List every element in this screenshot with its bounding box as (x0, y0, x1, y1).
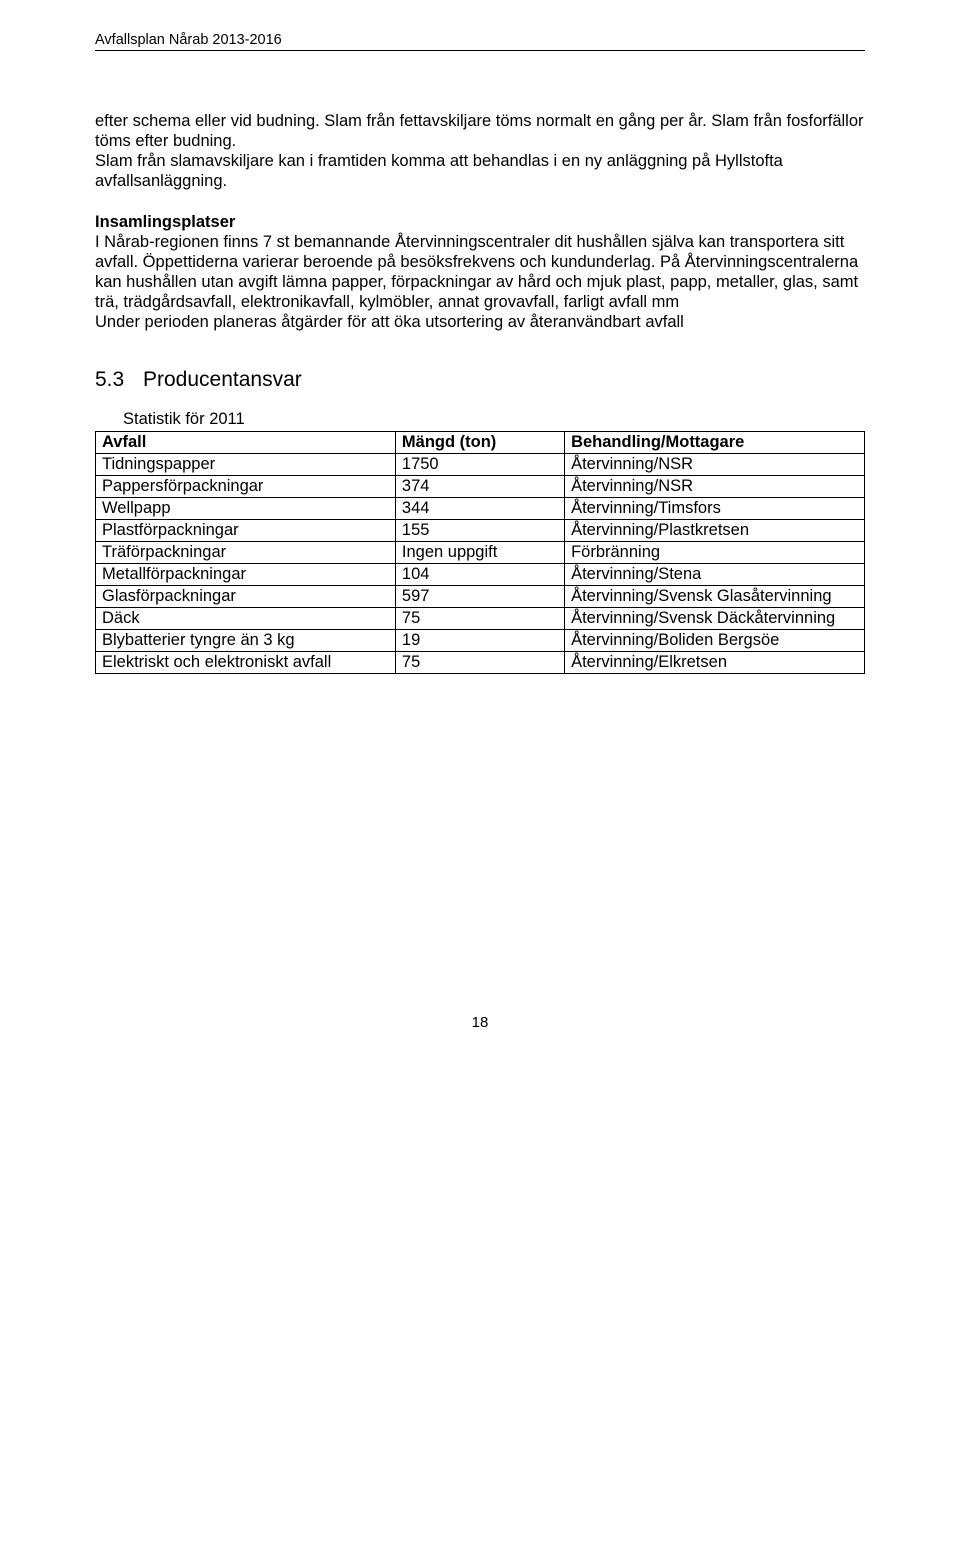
table-cell: Återvinning/NSR (565, 454, 865, 476)
table-cell: 1750 (395, 454, 564, 476)
table-row: TräförpackningarIngen uppgiftFörbränning (96, 542, 865, 564)
table-cell: Pappersförpackningar (96, 476, 396, 498)
para2-body: I Nårab-regionen finns 7 st bemannande Å… (95, 233, 858, 332)
table-cell: Återvinning/Svensk Glasåtervinning (565, 586, 865, 608)
table-row: Elektriskt och elektroniskt avfall75Åter… (96, 652, 865, 674)
table-header-row: Avfall Mängd (ton) Behandling/Mottagare (96, 432, 865, 454)
table-row: Wellpapp344Återvinning/Timsfors (96, 498, 865, 520)
table-cell: 344 (395, 498, 564, 520)
paragraph-2: Insamlingsplatser I Nårab-regionen finns… (95, 212, 865, 333)
para2-heading: Insamlingsplatser (95, 213, 235, 231)
table-cell: Wellpapp (96, 498, 396, 520)
table-cell: Återvinning/Boliden Bergsöe (565, 630, 865, 652)
table-row: Glasförpackningar597Återvinning/Svensk G… (96, 586, 865, 608)
table-row: Blybatterier tyngre än 3 kg19Återvinning… (96, 630, 865, 652)
table-header-cell: Mängd (ton) (395, 432, 564, 454)
table-row: Pappersförpackningar374Återvinning/NSR (96, 476, 865, 498)
table-header-cell: Behandling/Mottagare (565, 432, 865, 454)
table-row: Tidningspapper1750Återvinning/NSR (96, 454, 865, 476)
table-cell: Återvinning/Stena (565, 564, 865, 586)
table-row: Däck75Återvinning/Svensk Däckåtervinning (96, 608, 865, 630)
table-cell: 597 (395, 586, 564, 608)
section-title-text: Producentansvar (143, 368, 302, 391)
table-cell: Tidningspapper (96, 454, 396, 476)
table-cell: Träförpackningar (96, 542, 396, 564)
table-body: Tidningspapper1750Återvinning/NSRPappers… (96, 454, 865, 674)
table-cell: Metallförpackningar (96, 564, 396, 586)
table-cell: 155 (395, 520, 564, 542)
table-cell: 104 (395, 564, 564, 586)
table-row: Metallförpackningar104Återvinning/Stena (96, 564, 865, 586)
table-row: Plastförpackningar155Återvinning/Plastkr… (96, 520, 865, 542)
section-heading: 5.3Producentansvar (95, 368, 865, 392)
table-cell: Glasförpackningar (96, 586, 396, 608)
table-cell: Återvinning/Timsfors (565, 498, 865, 520)
page-number: 18 (95, 1014, 865, 1031)
page-header-title: Avfallsplan Nårab 2013-2016 (95, 32, 865, 48)
table-cell: 75 (395, 652, 564, 674)
table-cell: 19 (395, 630, 564, 652)
table-cell: Återvinning/Svensk Däckåtervinning (565, 608, 865, 630)
table-cell: Däck (96, 608, 396, 630)
table-header-cell: Avfall (96, 432, 396, 454)
paragraph-1: efter schema eller vid budning. Slam frå… (95, 111, 865, 192)
table-cell: 75 (395, 608, 564, 630)
table-cell: Återvinning/Elkretsen (565, 652, 865, 674)
table-cell: Återvinning/NSR (565, 476, 865, 498)
table-cell: Förbränning (565, 542, 865, 564)
stat-label: Statistik för 2011 (123, 410, 865, 429)
producentansvar-table: Avfall Mängd (ton) Behandling/Mottagare … (95, 431, 865, 674)
table-cell: Elektriskt och elektroniskt avfall (96, 652, 396, 674)
table-cell: 374 (395, 476, 564, 498)
table-cell: Återvinning/Plastkretsen (565, 520, 865, 542)
header-divider (95, 50, 865, 51)
table-cell: Plastförpackningar (96, 520, 396, 542)
table-cell: Blybatterier tyngre än 3 kg (96, 630, 396, 652)
table-cell: Ingen uppgift (395, 542, 564, 564)
section-number: 5.3 (95, 368, 143, 392)
